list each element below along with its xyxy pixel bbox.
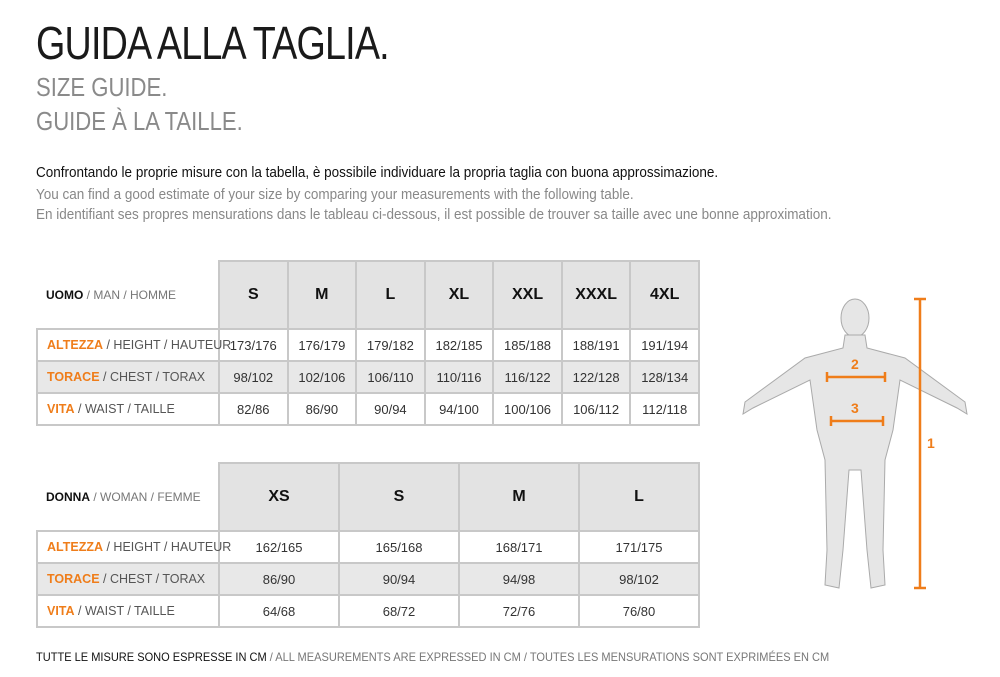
men-size-table: UOMO / MAN / HOMME S M L XL XXL XXXL 4XL ALTEZZA…	[36, 260, 700, 426]
size-header: XXXL	[560, 260, 632, 330]
size-header: XXL	[492, 260, 563, 330]
men-header-label: UOMO / MAN / HOMME	[37, 261, 219, 330]
table-row: TORACE / CHEST / TORAX 98/102 102/106 106/1…	[36, 360, 700, 394]
marker-chest: 2	[851, 356, 859, 372]
table-row: VITA / WAIST / TAILLE 64/68 68/72 72/76 76/8…	[36, 594, 700, 628]
table-cell: 90/94	[338, 562, 460, 596]
table-row: ALTEZZA / HEIGHT / HAUTEUR 173/176 176/179…	[36, 328, 700, 362]
table-cell: 176/179	[286, 328, 358, 362]
size-header: L	[355, 260, 426, 330]
table-cell: 168/171	[458, 530, 580, 564]
row-label: TORACE / CHEST / TORAX	[36, 562, 220, 596]
intro-en: You can find a good estimate of your siz…	[36, 186, 634, 203]
table-cell: 100/106	[492, 392, 563, 426]
size-header: M	[458, 462, 580, 532]
size-header: 4XL	[629, 260, 700, 330]
table-cell: 82/86	[218, 392, 289, 426]
table-cell: 116/122	[492, 360, 563, 394]
table-cell: 106/110	[355, 360, 426, 394]
table-cell: 128/134	[629, 360, 700, 394]
women-size-table: DONNA / WOMAN / FEMME XS S M L ALTEZZA / HEIG…	[36, 462, 700, 628]
row-label: VITA / WAIST / TAILLE	[36, 594, 220, 628]
table-cell: 106/112	[560, 392, 632, 426]
measure-lines	[825, 297, 926, 590]
table-cell: 64/68	[218, 594, 340, 628]
mannequin-illustration	[742, 298, 968, 589]
size-header: XL	[423, 260, 495, 330]
page-title: GUIDA ALLA TAGLIA.	[36, 17, 390, 69]
table-cell: 110/116	[423, 360, 495, 394]
row-label: ALTEZZA / HEIGHT / HAUTEUR	[36, 328, 231, 362]
table-cell: 86/90	[286, 392, 358, 426]
table-cell: 112/118	[629, 392, 700, 426]
table-cell: 86/90	[218, 562, 340, 596]
table-row: TORACE / CHEST / TORAX 86/90 90/94 94/98 98/…	[36, 562, 700, 596]
table-cell: 90/94	[355, 392, 426, 426]
size-header: L	[578, 462, 700, 532]
table-cell: 68/72	[338, 594, 460, 628]
table-cell: 165/168	[338, 530, 460, 564]
table-cell: 76/80	[578, 594, 700, 628]
row-label: VITA / WAIST / TAILLE	[36, 392, 220, 426]
subtitle-fr: GUIDE À LA TAILLE.	[36, 106, 243, 136]
table-cell: 94/100	[423, 392, 495, 426]
table-cell: 162/165	[218, 530, 340, 564]
table-cell: 171/175	[578, 530, 700, 564]
intro-it: Confrontando le proprie misure con la ta…	[36, 164, 719, 181]
subtitle-en: SIZE GUIDE.	[36, 72, 168, 102]
table-cell: 173/176	[218, 328, 289, 362]
marker-waist: 3	[851, 400, 859, 416]
body-measurement-figure: 1 2 3	[742, 297, 968, 590]
size-header: S	[218, 260, 289, 330]
table-cell: 98/102	[218, 360, 289, 394]
intro-fr: En identifiant ses propres mensurations …	[36, 206, 832, 223]
table-cell: 179/182	[355, 328, 426, 362]
table-cell: 72/76	[458, 594, 580, 628]
table-cell: 94/98	[458, 562, 580, 596]
table-cell: 122/128	[560, 360, 632, 394]
table-cell: 182/185	[423, 328, 495, 362]
table-cell: 191/194	[629, 328, 700, 362]
row-label: ALTEZZA / HEIGHT / HAUTEUR	[36, 530, 231, 564]
size-header: M	[286, 260, 358, 330]
size-header: S	[338, 462, 460, 532]
table-cell: 98/102	[578, 562, 700, 596]
table-cell: 185/188	[492, 328, 563, 362]
size-header: XS	[218, 462, 340, 532]
marker-height: 1	[927, 435, 935, 451]
women-header-label: DONNA / WOMAN / FEMME	[37, 463, 219, 532]
table-cell: 102/106	[286, 360, 358, 394]
row-label: TORACE / CHEST / TORAX	[36, 360, 220, 394]
table-row: VITA / WAIST / TAILLE 82/86 86/90 90/94 94/1…	[36, 392, 700, 426]
footer-note: TUTTE LE MISURE SONO ESPRESSE IN CM / AL…	[36, 650, 830, 664]
table-cell: 188/191	[560, 328, 632, 362]
table-row: ALTEZZA / HEIGHT / HAUTEUR 162/165 165/168…	[36, 530, 700, 564]
